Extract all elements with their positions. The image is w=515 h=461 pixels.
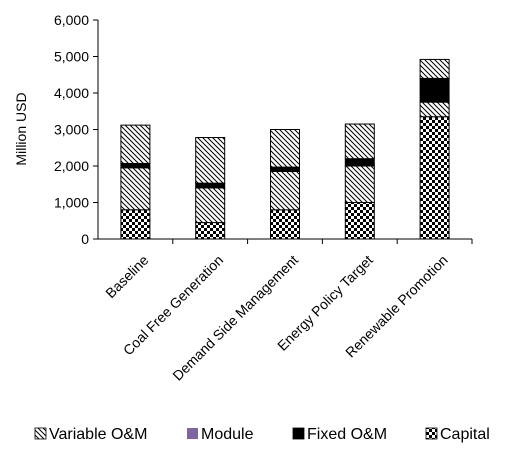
y-tick-label: 4,000 xyxy=(54,85,89,101)
bar-segment-variable xyxy=(419,101,450,118)
y-tick-label: 2,000 xyxy=(54,158,89,174)
y-tick-label: 5,000 xyxy=(54,49,89,65)
legend-swatch xyxy=(187,428,198,439)
bar-segment-variable xyxy=(195,137,226,184)
bar-segment-fixed xyxy=(270,166,300,172)
legend-swatch xyxy=(292,427,305,440)
bar-segment-fixed xyxy=(419,77,450,103)
bars xyxy=(120,58,473,244)
bar-segment-variable xyxy=(419,58,450,79)
y-tick-label: 6,000 xyxy=(54,12,89,28)
y-tick-label: 1,000 xyxy=(54,195,89,211)
bar-segment-fixed xyxy=(195,182,226,189)
y-tick-label: 0 xyxy=(81,231,89,247)
y-axis-label: Million USD xyxy=(13,92,29,165)
legend-swatch xyxy=(34,427,47,440)
bar-segment-fixed xyxy=(344,158,375,167)
bar-segment-variable xyxy=(344,165,375,203)
legend-label: Fixed O&M xyxy=(307,426,387,443)
bar-segment-variable xyxy=(270,170,300,211)
bar-segment-capital xyxy=(419,116,450,240)
legend-swatch xyxy=(425,427,438,440)
bar-segment-variable xyxy=(120,167,151,211)
legend: Variable O&M Module Fixed O&M Capital xyxy=(34,426,490,443)
bar-segment-variable xyxy=(344,123,375,160)
legend-label: Capital xyxy=(440,426,490,443)
y-tick-label: 3,000 xyxy=(54,122,89,138)
bar-segment-variable xyxy=(120,124,151,164)
y-axis-ticks: 0 1,000 2,000 3,000 4,000 5,000 6,000 xyxy=(54,12,98,247)
bar-segment-fixed xyxy=(120,162,151,169)
legend-label: Variable O&M xyxy=(49,426,147,443)
axes xyxy=(97,20,472,240)
bar-segment-capital xyxy=(195,222,226,240)
bar-segment-capital xyxy=(344,202,375,240)
bar-segment-variable xyxy=(195,187,226,224)
x-category-label: Demand Side Management xyxy=(169,252,301,384)
x-category-label: Baseline xyxy=(102,252,151,301)
bar-segment-variable xyxy=(270,129,300,168)
bar-segment-capital xyxy=(120,209,151,240)
legend-label: Module xyxy=(201,426,254,443)
bar-segment-capital xyxy=(270,209,300,240)
